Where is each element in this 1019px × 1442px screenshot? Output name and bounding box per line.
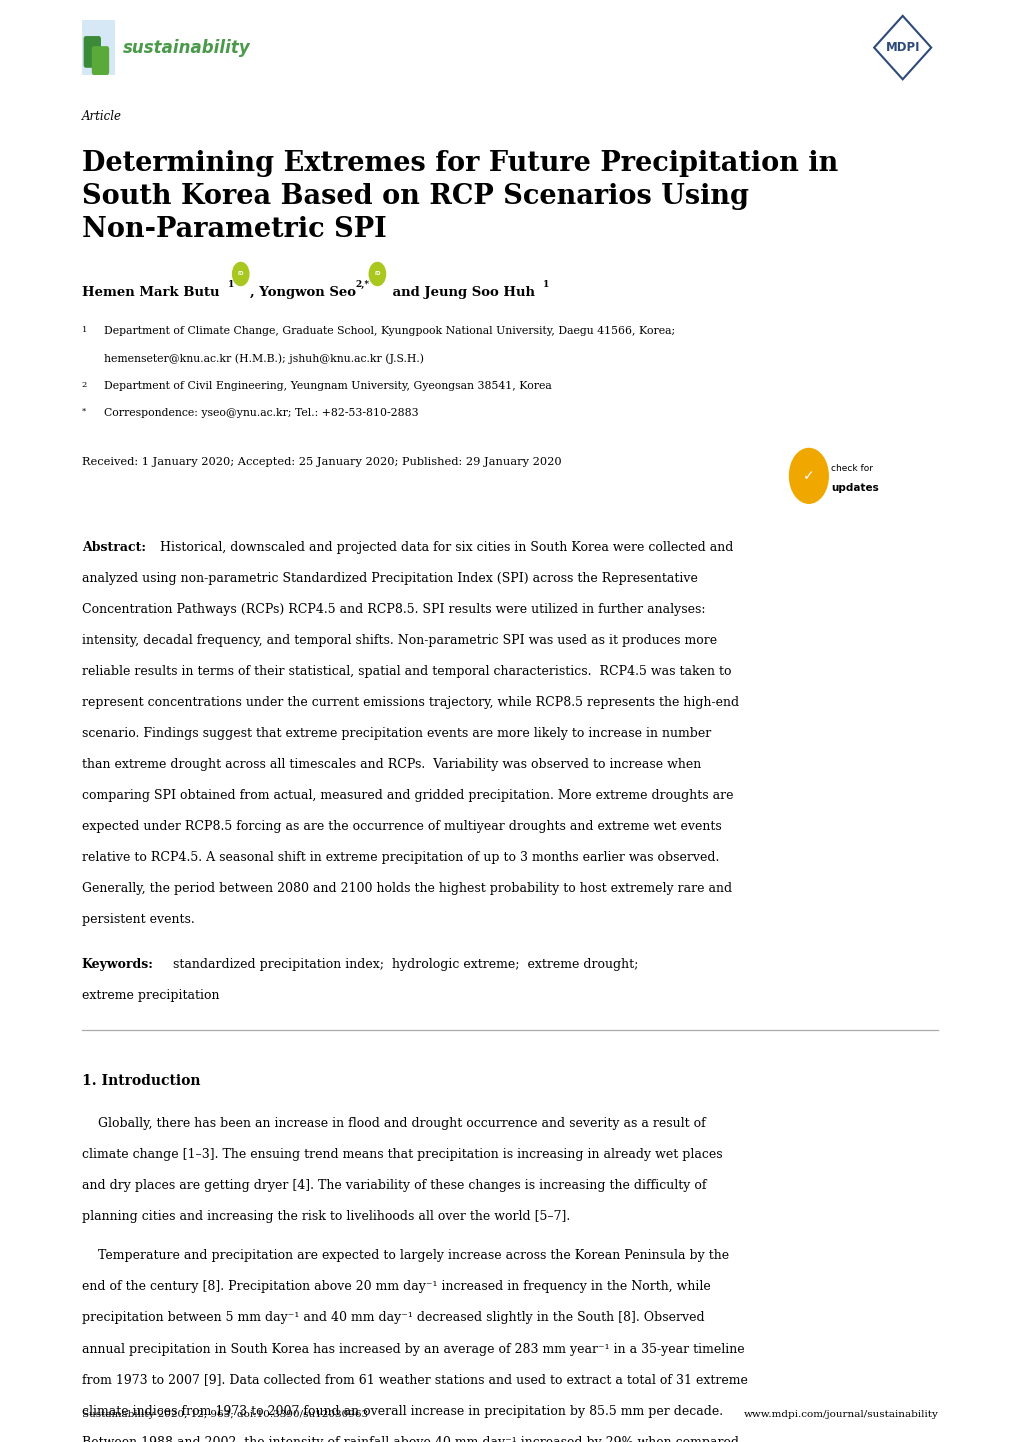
- Text: Determining Extremes for Future Precipitation in
South Korea Based on RCP Scenar: Determining Extremes for Future Precipit…: [82, 150, 837, 242]
- Text: *: *: [82, 408, 86, 417]
- FancyBboxPatch shape: [92, 46, 109, 75]
- FancyBboxPatch shape: [82, 20, 115, 75]
- Text: Historical, downscaled and projected data for six cities in South Korea were col: Historical, downscaled and projected dat…: [156, 541, 733, 554]
- Text: persistent events.: persistent events.: [82, 913, 195, 926]
- Text: expected under RCP8.5 forcing as are the occurrence of multiyear droughts and ex: expected under RCP8.5 forcing as are the…: [82, 820, 720, 833]
- Text: planning cities and increasing the risk to livelihoods all over the world [5–7].: planning cities and increasing the risk …: [82, 1210, 570, 1223]
- Text: sustainability: sustainability: [122, 39, 250, 56]
- Text: analyzed using non-parametric Standardized Precipitation Index (SPI) across the : analyzed using non-parametric Standardiz…: [82, 572, 697, 585]
- Text: Hemen Mark Butu: Hemen Mark Butu: [82, 286, 219, 298]
- Text: Between 1988 and 2002, the intensity of rainfall above 40 mm day⁻¹ increased by : Between 1988 and 2002, the intensity of …: [82, 1435, 738, 1442]
- Text: MDPI: MDPI: [884, 40, 919, 55]
- Text: www.mdpi.com/journal/sustainability: www.mdpi.com/journal/sustainability: [743, 1410, 937, 1419]
- Text: annual precipitation in South Korea has increased by an average of 283 mm year⁻¹: annual precipitation in South Korea has …: [82, 1343, 744, 1355]
- Text: comparing SPI obtained from actual, measured and gridded precipitation. More ext: comparing SPI obtained from actual, meas…: [82, 789, 733, 802]
- Text: relative to RCP4.5. A seasonal shift in extreme precipitation of up to 3 months : relative to RCP4.5. A seasonal shift in …: [82, 851, 718, 864]
- Text: iD: iD: [237, 271, 244, 277]
- Text: Department of Climate Change, Graduate School, Kyungpook National University, Da: Department of Climate Change, Graduate S…: [104, 326, 675, 336]
- Text: Abstract:: Abstract:: [82, 541, 146, 554]
- Text: Received: 1 January 2020; Accepted: 25 January 2020; Published: 29 January 2020: Received: 1 January 2020; Accepted: 25 J…: [82, 457, 560, 467]
- Text: Generally, the period between 2080 and 2100 holds the highest probability to hos: Generally, the period between 2080 and 2…: [82, 883, 731, 895]
- Text: Concentration Pathways (RCPs) RCP4.5 and RCP8.5. SPI results were utilized in fu: Concentration Pathways (RCPs) RCP4.5 and…: [82, 603, 704, 616]
- Text: end of the century [8]. Precipitation above 20 mm day⁻¹ increased in frequency i: end of the century [8]. Precipitation ab…: [82, 1280, 709, 1293]
- Text: 2,*: 2,*: [355, 280, 369, 288]
- Text: 1. Introduction: 1. Introduction: [82, 1073, 200, 1087]
- Text: 2: 2: [82, 381, 87, 389]
- Text: hemenseter@knu.ac.kr (H.M.B.); jshuh@knu.ac.kr (J.S.H.): hemenseter@knu.ac.kr (H.M.B.); jshuh@knu…: [104, 353, 424, 363]
- Text: check for: check for: [830, 464, 872, 473]
- Text: updates: updates: [830, 483, 878, 493]
- Text: Keywords:: Keywords:: [82, 959, 153, 972]
- Text: climate change [1–3]. The ensuing trend means that precipitation is increasing i: climate change [1–3]. The ensuing trend …: [82, 1148, 721, 1161]
- Text: Correspondence: yseo@ynu.ac.kr; Tel.: +82-53-810-2883: Correspondence: yseo@ynu.ac.kr; Tel.: +8…: [104, 408, 418, 418]
- Text: and dry places are getting dryer [4]. The variability of these changes is increa: and dry places are getting dryer [4]. Th…: [82, 1180, 705, 1193]
- Text: climate indices from 1973 to 2007 found an overall increase in precipitation by : climate indices from 1973 to 2007 found …: [82, 1405, 722, 1417]
- Text: Article: Article: [82, 110, 121, 123]
- Text: , Yongwon Seo: , Yongwon Seo: [250, 286, 356, 298]
- Text: standardized precipitation index;  hydrologic extreme;  extreme drought;: standardized precipitation index; hydrol…: [161, 959, 638, 972]
- Text: represent concentrations under the current emissions trajectory, while RCP8.5 re: represent concentrations under the curre…: [82, 696, 738, 709]
- Text: 1: 1: [82, 326, 87, 335]
- Text: than extreme drought across all timescales and RCPs.  Variability was observed t: than extreme drought across all timescal…: [82, 758, 700, 771]
- Text: intensity, decadal frequency, and temporal shifts. Non-parametric SPI was used a: intensity, decadal frequency, and tempor…: [82, 634, 716, 647]
- Text: Sustainability 2020, 12, 963; doi:10.3390/su12030963: Sustainability 2020, 12, 963; doi:10.339…: [82, 1410, 368, 1419]
- Text: reliable results in terms of their statistical, spatial and temporal characteris: reliable results in terms of their stati…: [82, 665, 731, 678]
- Text: iD: iD: [374, 271, 380, 277]
- Text: from 1973 to 2007 [9]. Data collected from 61 weather stations and used to extra: from 1973 to 2007 [9]. Data collected fr…: [82, 1373, 747, 1387]
- Text: extreme precipitation: extreme precipitation: [82, 989, 219, 1002]
- Circle shape: [789, 448, 827, 503]
- Text: precipitation between 5 mm day⁻¹ and 40 mm day⁻¹ decreased slightly in the South: precipitation between 5 mm day⁻¹ and 40 …: [82, 1312, 703, 1325]
- Text: ✓: ✓: [802, 469, 814, 483]
- Text: 1: 1: [542, 280, 548, 288]
- Text: Department of Civil Engineering, Yeungnam University, Gyeongsan 38541, Korea: Department of Civil Engineering, Yeungna…: [104, 381, 551, 391]
- FancyBboxPatch shape: [84, 36, 101, 68]
- Text: and Jeung Soo Huh: and Jeung Soo Huh: [387, 286, 534, 298]
- Text: Globally, there has been an increase in flood and drought occurrence and severit: Globally, there has been an increase in …: [82, 1118, 705, 1131]
- Text: scenario. Findings suggest that extreme precipitation events are more likely to : scenario. Findings suggest that extreme …: [82, 727, 710, 740]
- Text: 1: 1: [227, 280, 233, 288]
- Circle shape: [369, 262, 385, 286]
- Circle shape: [232, 262, 249, 286]
- Text: Temperature and precipitation are expected to largely increase across the Korean: Temperature and precipitation are expect…: [82, 1249, 728, 1263]
